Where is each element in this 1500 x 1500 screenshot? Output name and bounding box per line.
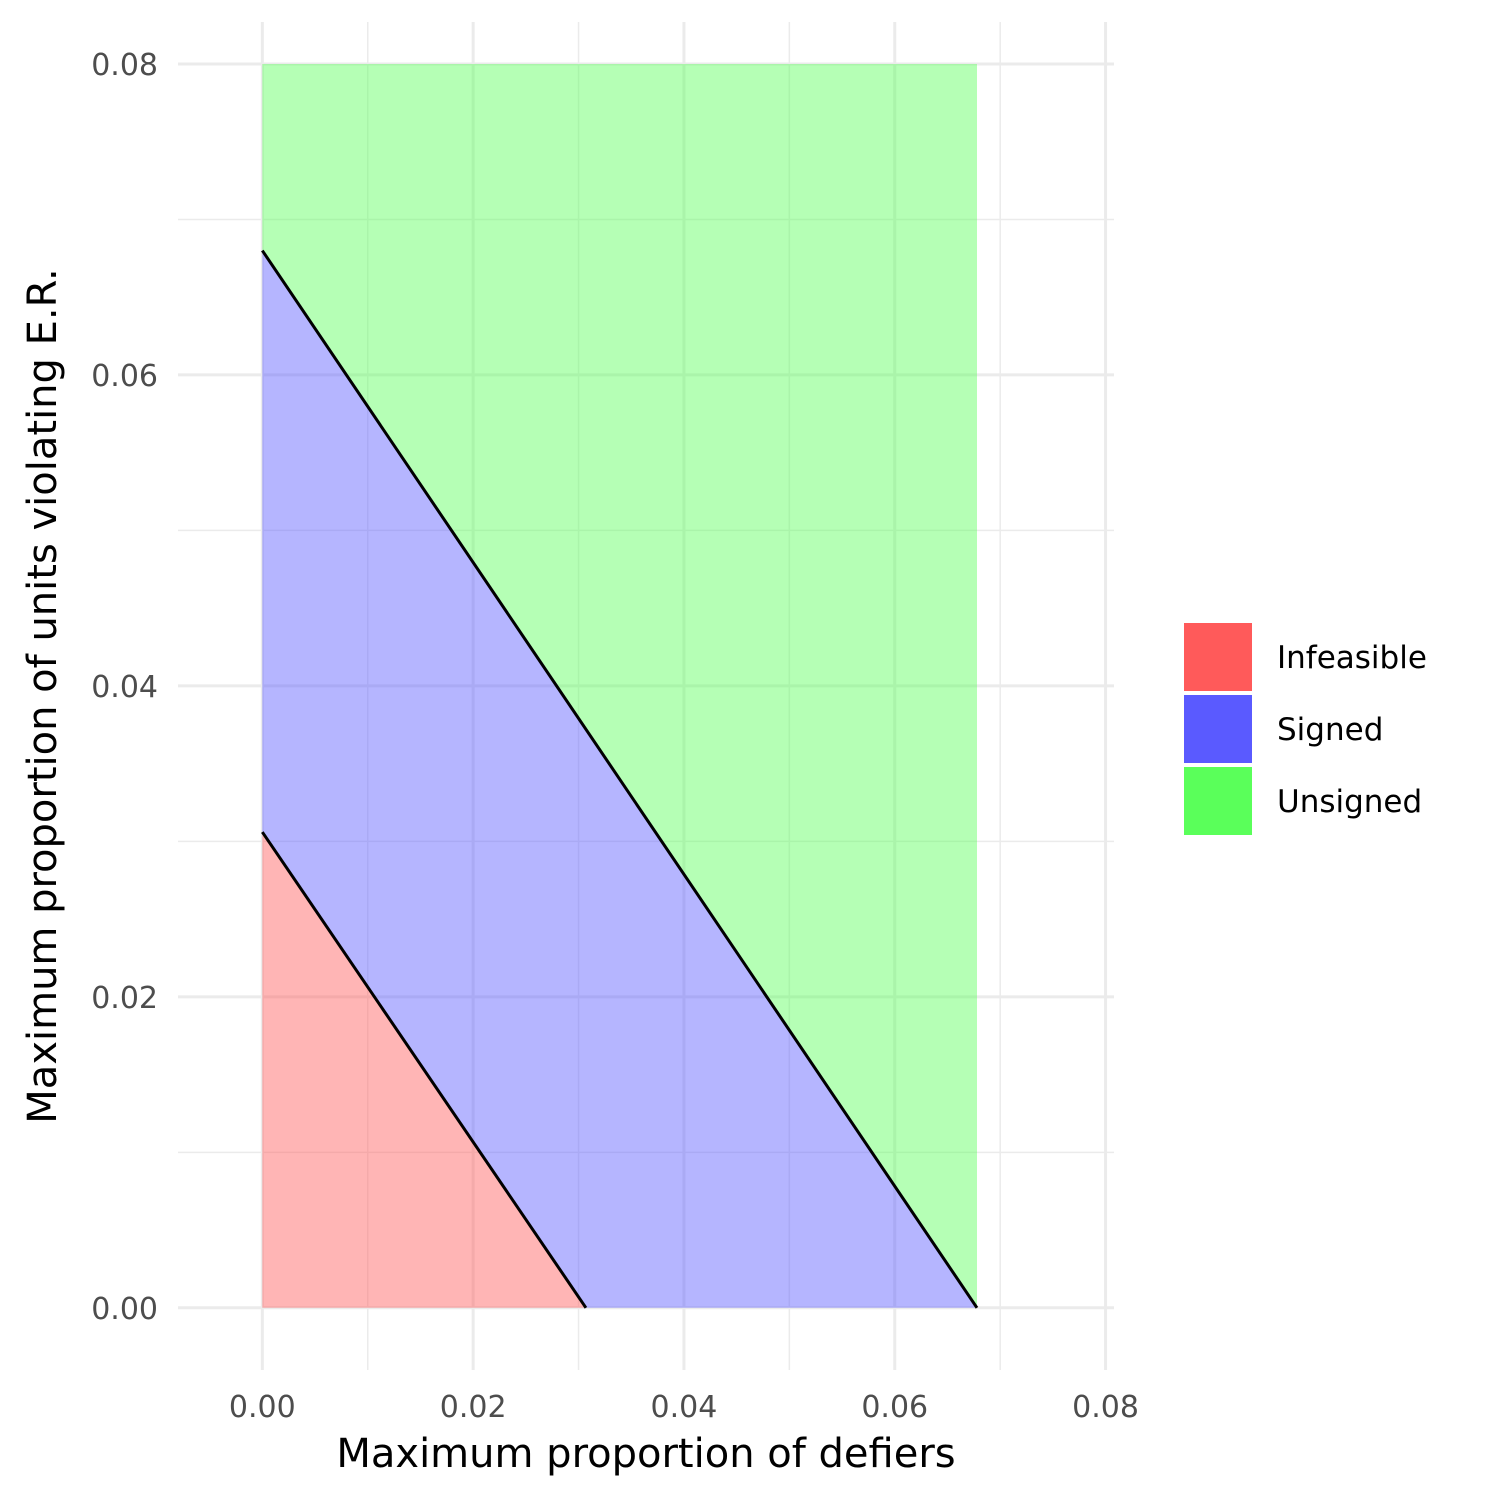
x-tick-label: 0.04 [651, 1390, 718, 1425]
x-axis-title: Maximum proportion of defiers [336, 1431, 955, 1477]
legend-key-unsigned [1184, 767, 1252, 835]
boundary-line-2 [261, 249, 979, 1309]
y-tick-label: 0.06 [91, 359, 158, 394]
x-tick-label: 0.06 [861, 1390, 928, 1425]
y-tick-label: 0.04 [91, 670, 158, 705]
y-tick-label: 0.02 [91, 981, 158, 1016]
x-tick-labels: 0.00 0.02 0.04 0.06 0.08 [229, 1390, 1139, 1425]
regions [262, 64, 977, 1308]
legend-key-signed [1184, 695, 1252, 763]
legend-key-infeasible [1184, 623, 1252, 691]
boundary-line-1 [261, 831, 588, 1309]
y-tick-label: 0.08 [91, 48, 158, 83]
major-gridlines [178, 22, 1114, 1370]
y-tick-labels: 0.00 0.02 0.04 0.06 0.08 [91, 48, 158, 1327]
x-tick-label: 0.02 [440, 1390, 507, 1425]
boundary-lines [261, 249, 979, 1309]
y-axis-title: Maximum proportion of units violating E.… [20, 268, 66, 1123]
legend-label-infeasible: Infeasible [1277, 640, 1427, 676]
x-tick-label: 0.08 [1072, 1390, 1139, 1425]
legend-label-unsigned: Unsigned [1277, 784, 1422, 820]
y-tick-label: 0.00 [91, 1292, 158, 1327]
minor-gridlines [178, 22, 1114, 1370]
x-tick-label: 0.00 [229, 1390, 296, 1425]
legend-label-signed: Signed [1277, 712, 1383, 748]
legend: Infeasible Signed Unsigned [1184, 623, 1427, 835]
region-unsigned [262, 64, 977, 1308]
